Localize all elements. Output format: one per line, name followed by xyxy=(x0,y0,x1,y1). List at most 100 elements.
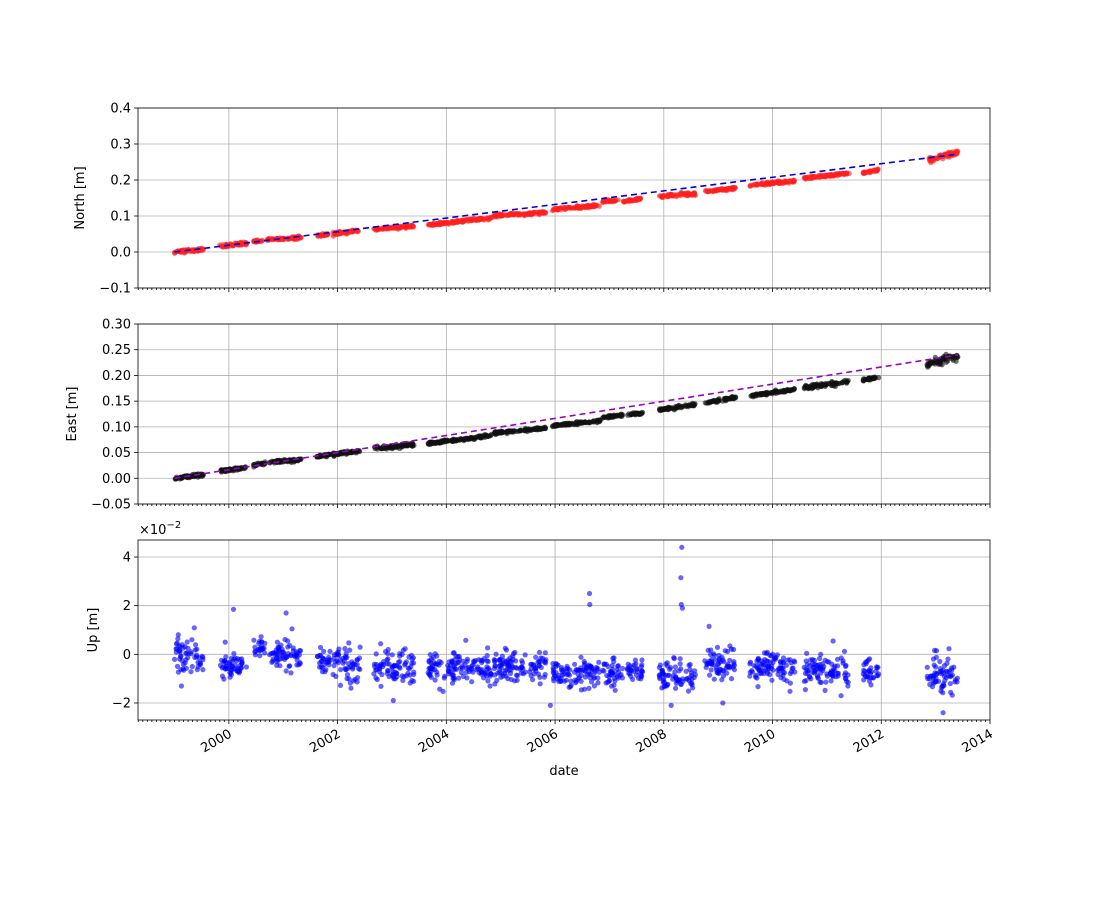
east-data-point xyxy=(821,382,827,388)
east-data-point xyxy=(772,389,778,395)
up-data-point xyxy=(801,678,808,684)
up-data-point xyxy=(595,675,601,681)
up-data-point xyxy=(559,665,565,671)
up-data-point xyxy=(327,648,333,655)
up-data-point xyxy=(638,664,644,670)
up-data-point xyxy=(777,665,783,672)
up-data-point xyxy=(494,677,500,684)
up-data-point xyxy=(578,687,585,693)
up-data-point xyxy=(492,659,498,665)
north-data-point xyxy=(953,148,959,154)
up-data-point xyxy=(276,647,282,654)
north-data-point xyxy=(499,213,505,219)
up-data-point xyxy=(830,672,836,679)
east-data-point xyxy=(436,440,442,446)
up-data-point xyxy=(865,674,871,680)
up-data-point xyxy=(409,677,415,684)
up-data-point xyxy=(630,664,636,670)
up-data-point xyxy=(531,671,537,677)
up-data-point xyxy=(711,662,717,668)
north-data-point xyxy=(427,222,433,228)
up-data-point xyxy=(286,663,292,669)
up-data-point xyxy=(611,655,617,661)
east-data xyxy=(172,351,961,482)
up-data-point xyxy=(845,683,851,689)
north-data-point xyxy=(772,180,778,186)
east-data-point xyxy=(950,353,957,359)
up-data-point xyxy=(446,659,452,665)
up-data-point xyxy=(618,672,624,678)
up-data-point xyxy=(485,645,491,651)
up-data-point xyxy=(340,660,346,666)
up-data-point xyxy=(586,685,592,692)
up-data-point xyxy=(182,660,188,666)
up-data-point xyxy=(817,655,823,662)
east-y-tick-label: 0.30 xyxy=(102,318,131,333)
up-outlier-point xyxy=(230,606,237,612)
east-data-point xyxy=(582,419,588,425)
east-data-point xyxy=(750,394,756,400)
up-data-point xyxy=(179,642,185,648)
up-data-point xyxy=(765,668,771,675)
up-data-point xyxy=(496,670,503,676)
up-data-point xyxy=(626,670,632,676)
up-data-point xyxy=(257,653,263,659)
up-data-point xyxy=(347,680,353,686)
up-data-point xyxy=(759,658,765,664)
up-data-point xyxy=(673,685,679,691)
up-data-point xyxy=(243,664,249,670)
up-data-point xyxy=(296,662,302,668)
up-data-point xyxy=(591,683,598,689)
up-data-point xyxy=(189,663,195,670)
north-data-point xyxy=(803,175,809,181)
up-data-point xyxy=(660,677,667,683)
up-data-point xyxy=(450,666,456,673)
up-data-point xyxy=(563,666,570,672)
up-data-point xyxy=(357,666,363,673)
up-data-point xyxy=(175,636,181,642)
up-data-point xyxy=(611,682,617,688)
east-data-point xyxy=(463,435,470,441)
up-data-point xyxy=(200,657,206,663)
up-data-point xyxy=(460,673,466,680)
north-data-point xyxy=(551,206,557,212)
up-data-point xyxy=(601,661,608,667)
up-data-point xyxy=(536,649,543,655)
up-data-point xyxy=(559,669,565,675)
up-data-point xyxy=(285,644,291,650)
up-data-point xyxy=(720,673,727,679)
up-data-point xyxy=(787,688,793,694)
up-data-point xyxy=(228,670,234,676)
up-data-point xyxy=(578,672,584,679)
up-data-point xyxy=(702,658,708,664)
up-data-point xyxy=(572,661,578,667)
up-data-point xyxy=(770,651,776,657)
up-data-point xyxy=(688,670,695,676)
east-data-point xyxy=(542,424,548,430)
north-y-tick-label: 0.4 xyxy=(110,102,131,117)
up-data-point xyxy=(625,661,631,667)
north-data-point xyxy=(409,223,415,230)
up-outlier-point xyxy=(586,590,593,597)
east-data-point xyxy=(638,410,644,416)
north-data-point xyxy=(626,197,632,203)
east-data-point xyxy=(711,397,717,404)
east-y-tick-label: 0.10 xyxy=(102,420,131,435)
up-data-point xyxy=(472,658,478,664)
up-data-point xyxy=(711,651,717,657)
up-data-point xyxy=(932,647,938,654)
east-data-point xyxy=(458,436,464,442)
east-data-point xyxy=(691,403,697,409)
north-data-point xyxy=(833,171,839,177)
north-data-point xyxy=(476,217,482,223)
up-outlier-point xyxy=(679,544,685,550)
up-data-point xyxy=(192,647,198,653)
north-y-tick-label: 0.3 xyxy=(110,138,131,153)
up-data-point xyxy=(747,673,753,679)
up-data-point xyxy=(500,657,506,663)
up-data-point xyxy=(832,663,838,669)
up-data-point xyxy=(930,656,937,662)
up-data-point xyxy=(434,672,440,678)
up-data-point xyxy=(600,667,606,673)
up-data-point xyxy=(406,654,412,660)
